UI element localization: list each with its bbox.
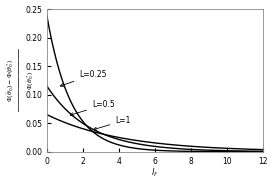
X-axis label: $l_f$: $l_f$ (151, 167, 158, 179)
Text: L=0.25: L=0.25 (60, 70, 107, 86)
Text: L=1: L=1 (94, 116, 130, 130)
Y-axis label: $\Phi(\tilde{\theta}_0) - \Phi(\tilde{\theta}_0^*)$
─────────────────
$\Phi(\til: $\Phi(\tilde{\theta}_0) - \Phi(\tilde{\t… (5, 48, 36, 112)
Text: L=0.5: L=0.5 (70, 100, 115, 116)
